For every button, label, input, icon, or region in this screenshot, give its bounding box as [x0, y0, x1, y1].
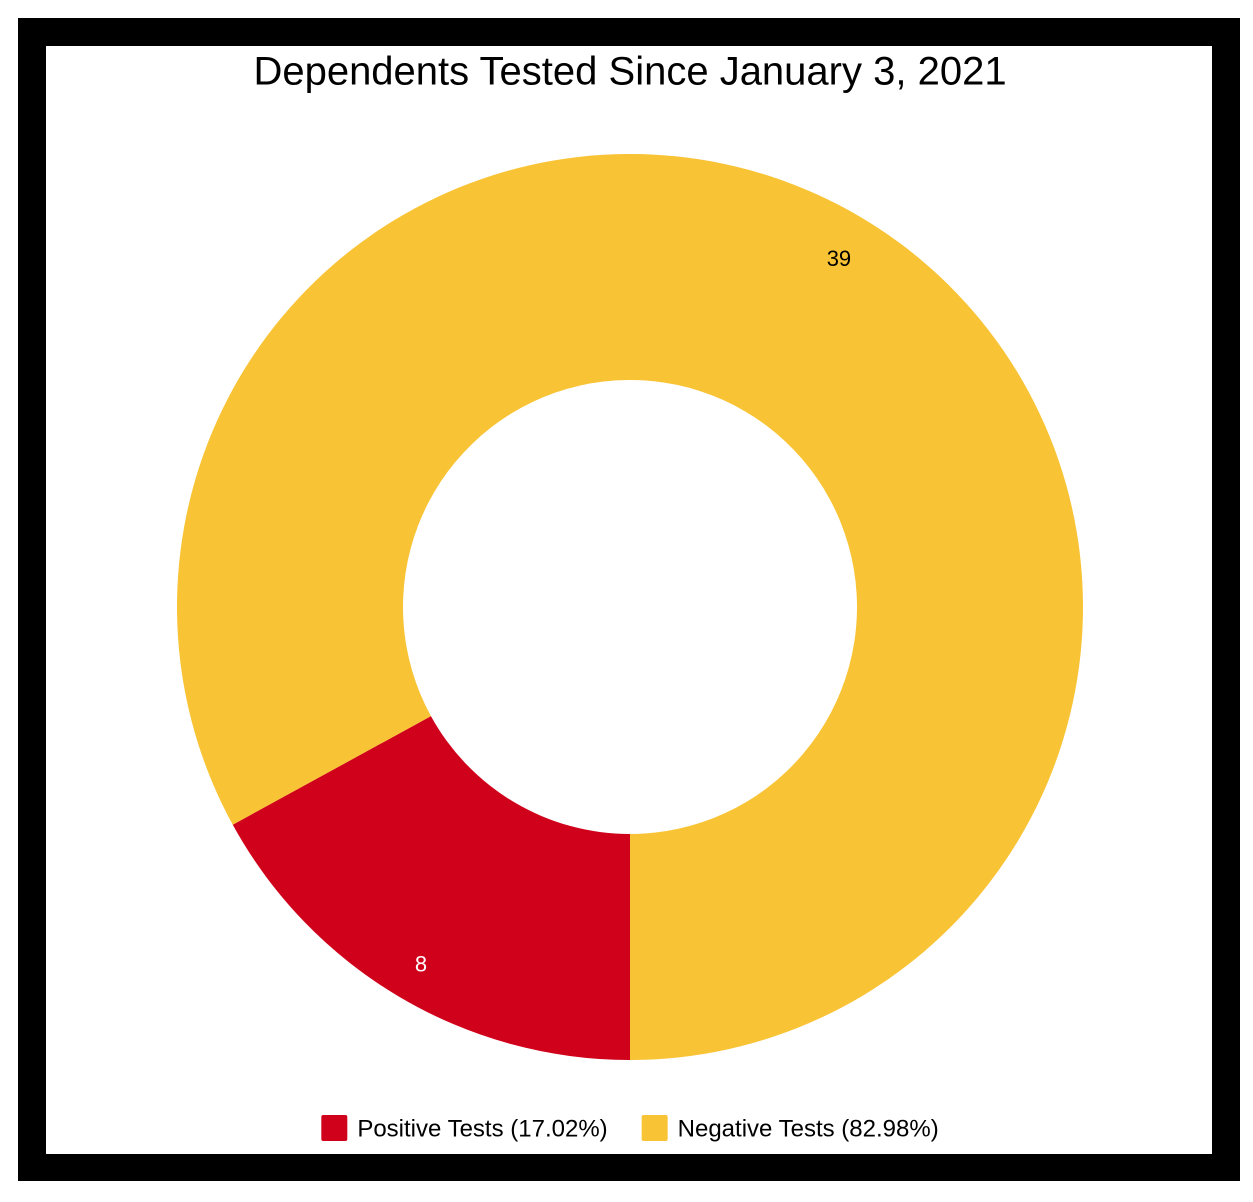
donut-slice — [232, 716, 630, 1060]
legend-label: Positive Tests (17.02%) — [357, 1115, 607, 1142]
data-label: 39 — [827, 246, 851, 271]
legend-swatch — [641, 1115, 668, 1141]
data-label: 8 — [415, 952, 427, 977]
chart-title: Dependents Tested Since January 3, 2021 — [253, 50, 1006, 94]
legend-label: Negative Tests (82.98%) — [678, 1115, 939, 1142]
donut-slice — [177, 153, 1084, 1060]
legend-swatch — [321, 1115, 348, 1141]
